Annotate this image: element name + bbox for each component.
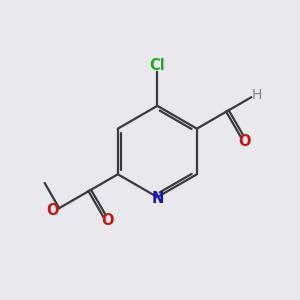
Text: O: O	[46, 203, 59, 218]
Text: N: N	[151, 191, 164, 206]
Text: H: H	[252, 88, 262, 102]
Text: Cl: Cl	[149, 58, 165, 73]
Text: O: O	[101, 213, 113, 228]
Text: O: O	[238, 134, 250, 149]
